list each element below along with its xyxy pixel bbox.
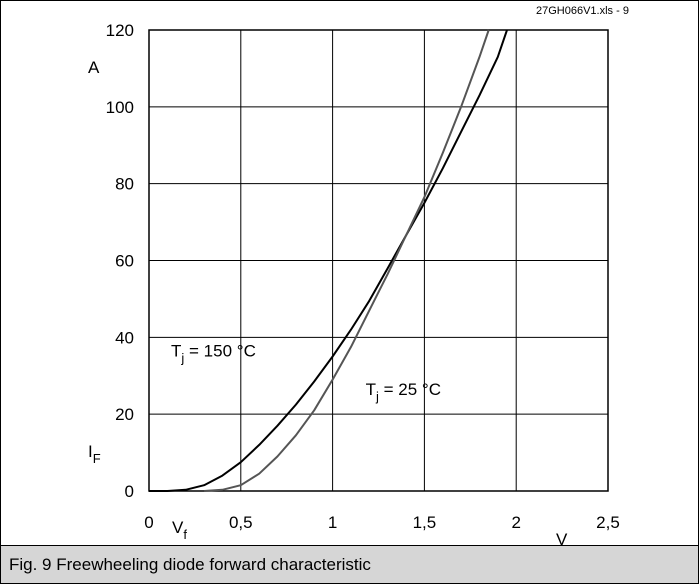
figure-caption-bar: Fig. 9 Freewheeling diode forward charac… bbox=[1, 545, 698, 583]
y-axis-unit-label: A bbox=[88, 58, 100, 77]
series-label-150c-main: T bbox=[171, 342, 181, 361]
y-tick-label: 40 bbox=[115, 328, 134, 347]
plot-area-border bbox=[148, 29, 609, 492]
file-label: 27GH066V1.xls - 9 bbox=[536, 5, 629, 17]
series-line-25c bbox=[204, 29, 490, 492]
x-axis-quantity-sub: f bbox=[183, 527, 187, 542]
y-axis-quantity-sub: F bbox=[93, 451, 101, 466]
x-axis-quantity-label: Vf bbox=[172, 518, 187, 542]
y-tick-label: 20 bbox=[115, 405, 134, 424]
x-tick-label: 2 bbox=[511, 513, 520, 532]
y-tick-label: 120 bbox=[106, 21, 134, 40]
x-tick-label: 0,5 bbox=[229, 513, 253, 532]
figure-caption: Fig. 9 Freewheeling diode forward charac… bbox=[9, 555, 371, 574]
series-label-150c: Tj = 150 °C bbox=[171, 342, 256, 366]
x-axis-unit-label: V bbox=[556, 530, 568, 549]
x-tick-label: 1,5 bbox=[413, 513, 437, 532]
y-tick-label: 80 bbox=[115, 175, 134, 194]
y-tick-label: 100 bbox=[106, 98, 134, 117]
x-axis-quantity-main: V bbox=[172, 518, 184, 537]
y-axis-quantity-label: IF bbox=[88, 442, 101, 466]
series-label-25c-main: T bbox=[366, 380, 376, 399]
series-label-150c-rest: = 150 °C bbox=[184, 342, 256, 361]
grid-layer bbox=[149, 30, 608, 491]
series-label-25c-sub: j bbox=[375, 389, 379, 404]
series-label-150c-sub: j bbox=[180, 351, 184, 366]
x-tick-label: 1 bbox=[328, 513, 337, 532]
tick-label-layer: 0 0,5 1 1,5 2 2,5 0 20 40 60 80 100 120 bbox=[106, 21, 620, 532]
series-label-25c-rest: = 25 °C bbox=[379, 380, 441, 399]
series-layer bbox=[149, 29, 508, 492]
x-tick-label: 0 bbox=[144, 513, 153, 532]
x-tick-label: 2,5 bbox=[596, 513, 620, 532]
y-tick-label: 0 bbox=[125, 482, 134, 501]
series-line-150c bbox=[149, 29, 508, 492]
y-tick-label: 60 bbox=[115, 252, 134, 271]
series-label-25c: Tj = 25 °C bbox=[366, 380, 441, 404]
y-axis-quantity-main: I bbox=[88, 442, 93, 461]
